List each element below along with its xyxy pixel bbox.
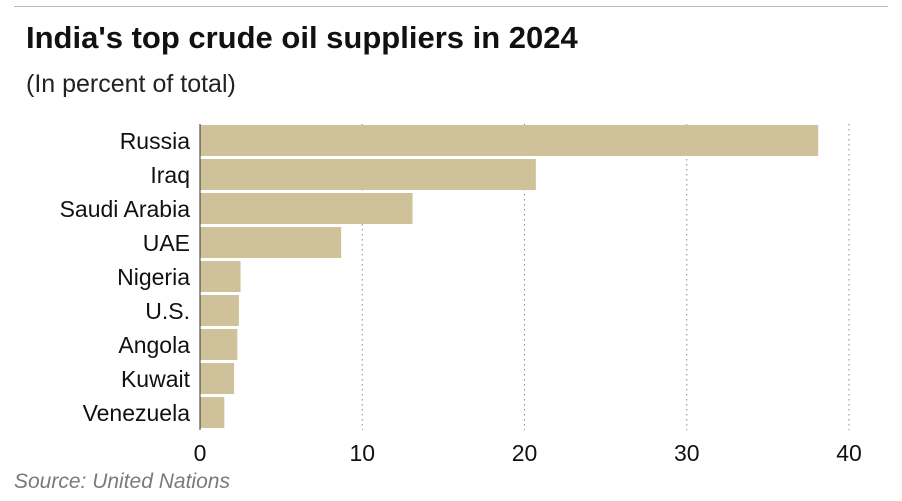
category-label-nigeria: Nigeria — [117, 264, 190, 290]
x-tick-label-30: 30 — [674, 440, 700, 466]
category-label-u-s: U.S. — [145, 298, 190, 324]
bar-saudi-arabia — [200, 193, 413, 224]
category-label-kuwait: Kuwait — [121, 366, 191, 392]
chart-source: Source: United Nations — [14, 470, 230, 493]
x-tick-label-10: 10 — [349, 440, 375, 466]
bar-angola — [200, 329, 238, 360]
top-rule — [14, 6, 888, 7]
category-label-russia: Russia — [120, 128, 191, 154]
bar-russia — [200, 125, 819, 156]
bar-u-s — [200, 295, 239, 326]
x-tick-label-0: 0 — [194, 440, 207, 466]
bar-iraq — [200, 159, 536, 190]
x-tick-label-20: 20 — [512, 440, 538, 466]
chart-subtitle: (In percent of total) — [26, 70, 236, 98]
bar-venezuela — [200, 397, 225, 428]
category-label-uae: UAE — [143, 230, 190, 256]
category-label-saudi-arabia: Saudi Arabia — [60, 196, 191, 222]
bar-uae — [200, 227, 342, 258]
category-label-iraq: Iraq — [150, 162, 190, 188]
category-label-angola: Angola — [118, 332, 190, 358]
chart-title: India's top crude oil suppliers in 2024 — [26, 20, 578, 55]
category-label-venezuela: Venezuela — [83, 400, 191, 426]
bar-nigeria — [200, 261, 241, 292]
bar-kuwait — [200, 363, 235, 394]
x-tick-label-40: 40 — [836, 440, 862, 466]
